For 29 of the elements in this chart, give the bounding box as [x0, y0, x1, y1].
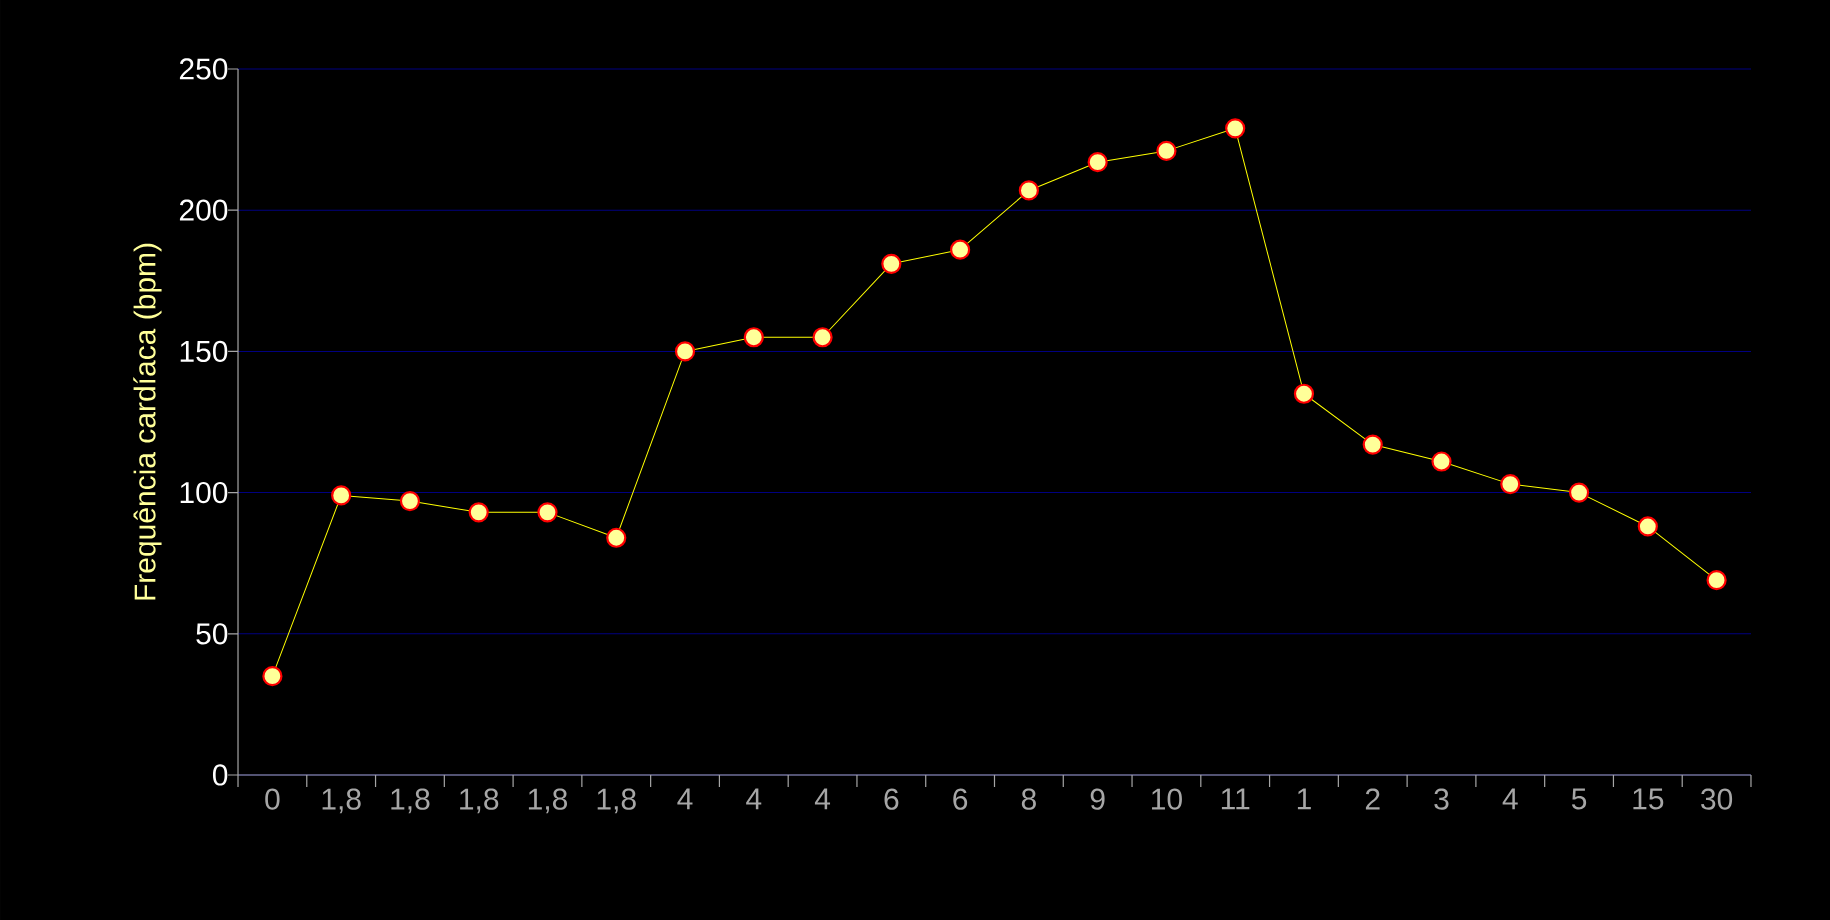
x-tick-label: 8	[1021, 788, 1036, 810]
x-tick-label: 15	[1633, 788, 1664, 810]
x-tick-label: 30	[1701, 788, 1733, 810]
x-tick-label: 6	[884, 788, 899, 810]
x-tick-label: 1,8	[460, 788, 499, 814]
x-tick-label: 0	[265, 788, 280, 810]
x-tick-label: 3	[1434, 788, 1449, 810]
x-tick-label: 1,8	[528, 788, 568, 814]
y-tick-label: 250	[179, 58, 228, 80]
x-tick-label: 1,8	[597, 788, 636, 814]
x-tick-label: 2	[1365, 788, 1380, 810]
x-tick-label: 1	[1297, 788, 1311, 810]
y-tick-label: 100	[180, 481, 228, 504]
x-tick-label: 4	[677, 788, 693, 810]
x-tick-label: 10	[1152, 788, 1182, 810]
x-tick-label: 9	[1090, 788, 1105, 810]
y-axis-title: Frequência cardíaca (bpm)	[133, 243, 162, 600]
x-tick-label: 1,8	[391, 788, 430, 814]
x-tick-label: 1,8	[322, 788, 361, 814]
x-tick-label: 4	[814, 788, 831, 810]
x-tick-label: 6	[953, 788, 968, 810]
y-tick-label: 200	[179, 199, 228, 221]
y-tick-label: 150	[180, 340, 228, 363]
x-tick-label: 5	[1571, 788, 1587, 810]
y-tick-label: 0	[212, 764, 228, 786]
x-tick-label: 11	[1221, 788, 1250, 810]
x-tick-label: 4	[746, 788, 762, 810]
y-tick-label: 50	[196, 623, 228, 645]
x-tick-label: 4	[1502, 788, 1518, 810]
